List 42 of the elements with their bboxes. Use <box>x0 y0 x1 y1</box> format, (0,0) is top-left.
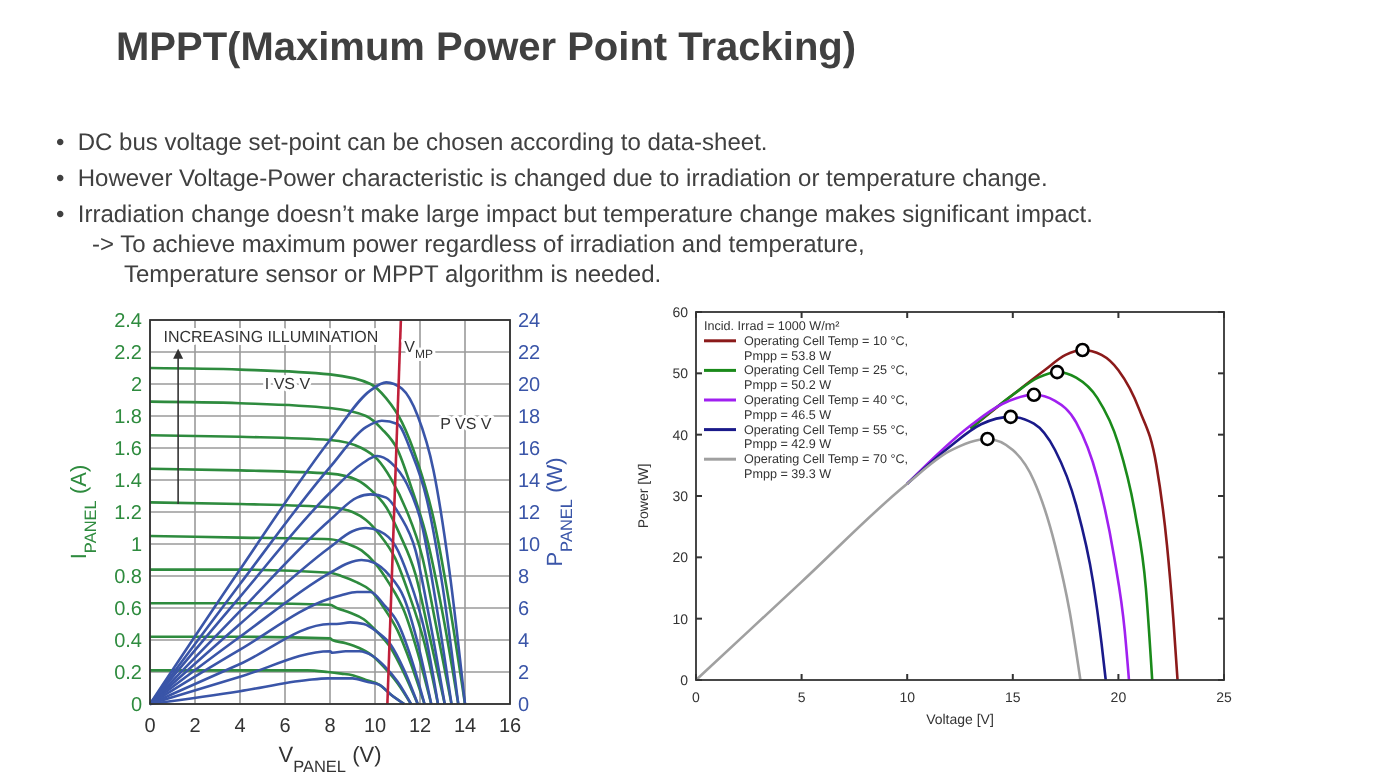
y2-tick-label: 18 <box>518 407 542 429</box>
text: • DC bus voltage set-point can be chosen according to data-sheet. <box>56 128 768 156</box>
y-tick-label: 0.2 <box>114 663 143 685</box>
x-tick-label: 0 <box>144 716 157 738</box>
y-tick-label: 2.4 <box>114 311 143 333</box>
x-tick-label: 12 <box>408 716 432 738</box>
y-tick-label: 1 <box>130 535 143 557</box>
annotation: I VS V <box>264 374 312 393</box>
y2-tick-label: 10 <box>518 535 542 557</box>
text: MPPT(Maximum Power Point Tracking) <box>116 26 857 70</box>
y2-tick-label: 22 <box>518 343 542 365</box>
y-tick-label: 1.4 <box>114 471 143 493</box>
y2-tick-label: 12 <box>518 503 542 525</box>
y-tick-label: 1.6 <box>114 439 143 461</box>
x-tick-label: 6 <box>279 716 292 738</box>
y-tick-label: 1.2 <box>114 503 143 525</box>
y2-tick-label: 20 <box>518 375 542 397</box>
x-tick-label: 2 <box>189 716 202 738</box>
y2-tick-label: 16 <box>518 439 542 461</box>
y2-tick-label: 2 <box>518 663 530 685</box>
y2-tick-label: 6 <box>518 599 530 621</box>
x-tick-label: 14 <box>453 716 477 738</box>
text: • However Voltage-Power characteristic is changed due to irradiation or temperature change. <box>56 164 1048 192</box>
y2-tick-label: 4 <box>518 631 530 653</box>
annotation: P VS V <box>440 414 493 433</box>
text: • Irradiation change doesn’t make large impact but temperature change makes significant impact. -> To achieve maximum power regardless of irradiation and temperature, Temperature sensor or MPPT algorithm is needed. <box>56 200 1093 288</box>
y2-tick-label: 8 <box>518 567 530 589</box>
x-tick-label: 10 <box>363 716 387 738</box>
y-tick-label: 0.8 <box>114 567 143 589</box>
annotation: V$_{MP}$ <box>404 338 433 362</box>
y2-tick-label: 24 <box>518 311 542 333</box>
x-tick-label: 4 <box>234 716 247 738</box>
y2-tick-label: 14 <box>518 471 542 493</box>
x-axis-title: V$_{PANEL}$ (V) <box>278 744 382 775</box>
y-tick-label: 0.6 <box>114 599 143 621</box>
y-tick-label: 2.2 <box>114 343 143 365</box>
x-tick-label: 8 <box>324 716 337 738</box>
annotation: INCREASING ILLUMINATION <box>163 328 379 347</box>
x-tick-label: 16 <box>498 716 522 738</box>
y-tick-label: 1.8 <box>114 407 143 429</box>
y-tick-label: 2 <box>130 375 143 397</box>
y-tick-label: 0.4 <box>114 631 143 653</box>
